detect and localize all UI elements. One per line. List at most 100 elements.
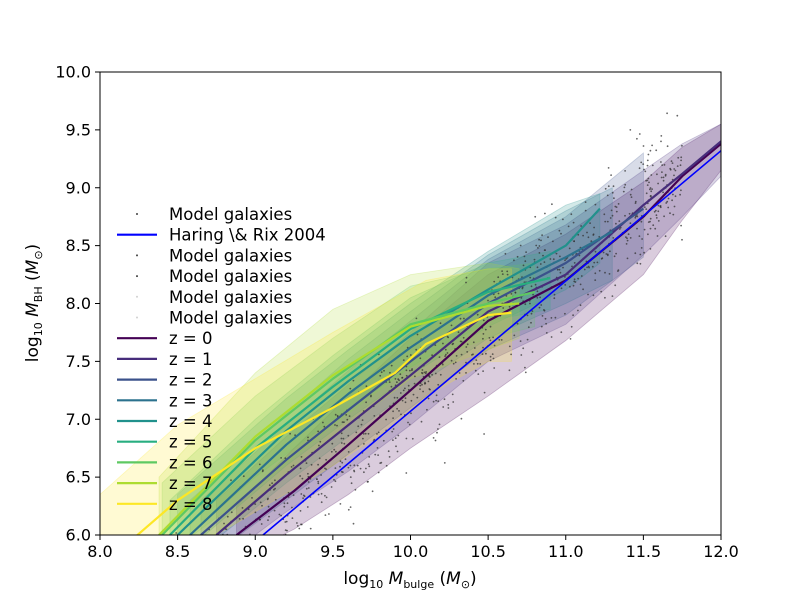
model-galaxy-point [299,475,301,477]
model-galaxy-point [634,202,637,205]
model-galaxy-point [584,201,587,204]
model-galaxy-point [665,202,668,204]
model-galaxy-point [271,482,273,485]
series-line-z1 [215,140,721,535]
model-galaxy-point [410,412,412,415]
model-galaxy-point [450,359,453,362]
model-galaxy-point [543,261,546,263]
model-galaxy-point [594,250,597,253]
model-galaxy-point [334,480,337,483]
x-tick-label: 8.5 [165,542,190,561]
model-galaxy-point [411,368,413,370]
model-galaxy-point [325,458,327,461]
model-galaxy-point [610,174,612,177]
model-galaxy-point [341,471,344,474]
model-galaxy-point [649,248,652,250]
model-galaxy-point [307,472,309,475]
model-galaxy-point [646,164,649,167]
y-axis-label: log10 MBH (M⊙) [23,244,45,362]
model-galaxy-point [514,291,517,294]
model-galaxy-point [634,252,637,255]
model-galaxy-point [377,471,380,474]
model-galaxy-point [482,346,484,349]
model-galaxy-point [657,204,660,207]
legend-entry: z = 8 [117,495,212,514]
x-axis: 8.0 8.5 9.0 9.5 10.0 10.5 11.0 11.5 12.0 [87,535,739,561]
model-galaxy-point [649,227,652,230]
model-galaxy-point [611,295,614,297]
model-galaxy-point [649,220,651,223]
model-galaxy-point [500,339,503,341]
model-galaxy-point [643,168,645,171]
legend-label: Model galaxies [169,309,292,328]
model-galaxy-point [663,164,666,166]
model-galaxy-point [379,374,382,377]
model-galaxy-point [396,407,398,410]
model-galaxy-point [493,280,496,283]
model-galaxy-point [524,371,527,374]
legend-marker [136,254,138,257]
model-galaxy-point [400,413,402,416]
model-galaxy-point [397,434,400,437]
model-galaxy-point [628,212,631,215]
model-galaxy-point [444,355,446,357]
model-galaxy-point [462,336,465,339]
legend-entry: z = 0 [117,329,212,348]
model-galaxy-point [592,294,595,297]
model-galaxy-point [531,351,534,353]
legend-marker [136,316,138,319]
model-galaxy-point [592,234,595,236]
model-galaxy-point [640,247,643,249]
model-galaxy-point [513,334,516,337]
model-galaxy-point [477,373,480,375]
model-galaxy-point [357,445,360,448]
model-galaxy-point [374,453,377,456]
model-galaxy-point [259,518,261,521]
model-galaxy-point [536,296,539,299]
model-galaxy-point [651,144,653,147]
model-galaxy-point [408,423,411,426]
model-galaxy-point [299,467,302,470]
model-galaxy-point [429,388,431,391]
model-galaxy-point [582,234,584,237]
model-galaxy-point [465,346,468,348]
model-galaxy-point [230,511,233,514]
model-galaxy-point [447,403,450,406]
model-galaxy-point [340,442,343,444]
legend-entry: Model galaxies [136,309,292,328]
model-galaxy-point [444,348,447,351]
model-galaxy-point [508,345,511,348]
model-galaxy-point [534,215,537,218]
model-galaxy-point [432,400,435,403]
model-galaxy-point [373,438,376,441]
model-galaxy-point [459,317,462,320]
model-galaxy-point [388,381,391,383]
model-galaxy-point [446,352,449,354]
model-galaxy-point [647,153,650,156]
model-galaxy-point [614,284,617,287]
model-galaxy-point [641,238,643,240]
model-galaxy-point [393,396,396,399]
model-galaxy-point [543,309,545,311]
model-galaxy-point [331,442,334,445]
model-galaxy-point [274,487,276,490]
model-galaxy-point [380,371,383,374]
model-galaxy-point [273,509,276,512]
model-galaxy-point [273,488,275,491]
model-galaxy-point [334,413,337,416]
model-galaxy-point [402,359,405,361]
model-galaxy-point [396,450,399,453]
model-galaxy-point [552,258,555,261]
model-galaxy-point [349,476,352,478]
model-galaxy-point [676,165,679,168]
model-galaxy-point [296,522,298,524]
model-galaxy-point [300,456,303,458]
model-galaxy-point [501,270,503,272]
model-galaxy-point [432,437,435,439]
model-galaxy-point [558,229,561,232]
model-galaxy-point [274,498,277,501]
model-galaxy-point [340,432,343,435]
model-galaxy-point [667,206,670,209]
model-galaxy-point [539,263,542,265]
